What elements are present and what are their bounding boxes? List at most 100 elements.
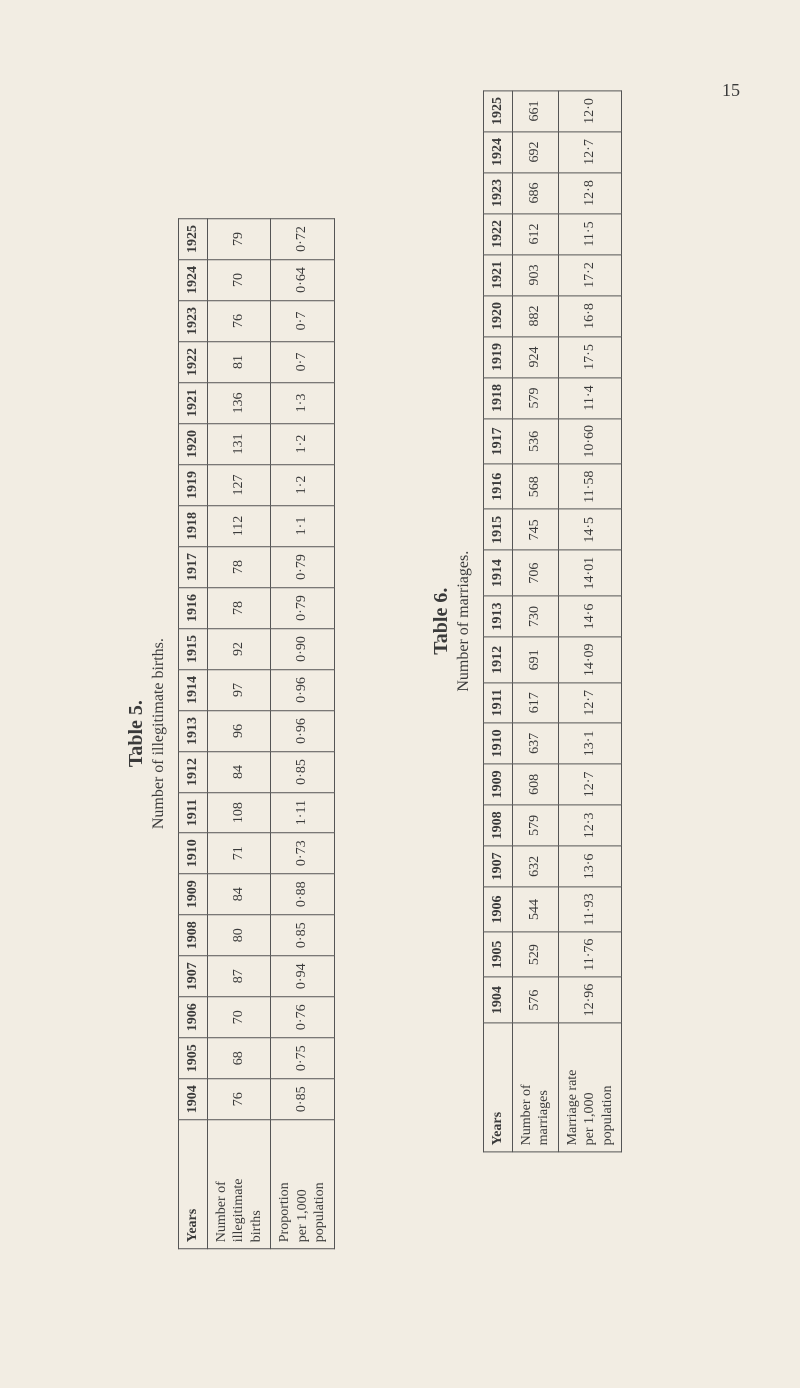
year-cell: 1913 [179,711,208,752]
data-cell: 96 [207,711,271,752]
year-cell: 1915 [179,629,208,670]
year-cell: 1908 [484,805,513,846]
data-cell: 0·94 [271,956,335,997]
year-cell: 1917 [484,419,513,465]
data-cell: 78 [207,588,271,629]
data-cell: 12·8 [558,173,622,214]
table-6-subtitle: Number of marriages. [455,90,473,1152]
year-cell: 1923 [484,173,513,214]
data-cell: 882 [512,296,558,337]
year-cell: 1911 [484,683,513,723]
data-cell: 0·85 [271,1079,335,1120]
data-cell: 11·4 [558,378,622,419]
data-cell: 0·88 [271,874,335,915]
data-cell: 11·76 [558,932,622,977]
data-cell: 13·6 [558,846,622,887]
year-cell: 1915 [484,509,513,550]
data-cell: 13·1 [558,723,622,764]
data-cell: 692 [512,132,558,173]
year-cell: 1909 [179,874,208,915]
data-cell: 617 [512,683,558,723]
data-cell: 11·5 [558,214,622,255]
data-cell: 71 [207,833,271,874]
data-cell: 0·64 [271,260,335,301]
data-cell: 12·96 [558,977,622,1023]
data-cell: 579 [512,805,558,846]
data-cell: 0·96 [271,711,335,752]
data-cell: 92 [207,629,271,670]
year-cell: 1914 [484,550,513,596]
data-cell: 0·76 [271,997,335,1038]
data-cell: 76 [207,301,271,342]
table-6-title: Table 6. [430,90,453,1152]
data-cell: 544 [512,887,558,932]
data-cell: 903 [512,255,558,296]
data-cell: 76 [207,1079,271,1120]
data-cell: 706 [512,550,558,596]
year-cell: 1912 [179,752,208,793]
data-cell: 0·79 [271,547,335,588]
data-cell: 661 [512,91,558,132]
data-cell: 17·5 [558,337,622,378]
year-cell: 1916 [179,588,208,629]
data-cell: 0·90 [271,629,335,670]
data-cell: 529 [512,932,558,977]
data-cell: 81 [207,342,271,383]
year-cell: 1904 [484,977,513,1023]
data-cell: 136 [207,383,271,424]
data-cell: 14·09 [558,637,622,683]
table-5-wrapper: Table 5. Number of illegitimate births. … [125,218,335,1249]
year-cell: 1910 [179,833,208,874]
year-cell: 1909 [484,764,513,805]
data-cell: 12·0 [558,91,622,132]
row-label: Number ofillegitimatebirths [207,1120,271,1249]
year-cell: 1911 [179,793,208,833]
data-cell: 568 [512,464,558,509]
data-cell: 10·60 [558,419,622,465]
year-cell: 1913 [484,596,513,637]
data-cell: 0·96 [271,670,335,711]
year-cell: 1914 [179,670,208,711]
data-cell: 11·58 [558,464,622,509]
year-cell: 1919 [179,465,208,506]
data-cell: 112 [207,506,271,547]
data-cell: 16·8 [558,296,622,337]
data-cell: 78 [207,547,271,588]
year-cell: 1921 [484,255,513,296]
data-cell: 637 [512,723,558,764]
data-cell: 12·7 [558,683,622,723]
data-cell: 97 [207,670,271,711]
year-cell: 1905 [179,1038,208,1079]
data-cell: 84 [207,874,271,915]
data-cell: 632 [512,846,558,887]
data-cell: 80 [207,915,271,956]
page-number: 15 [722,80,740,101]
year-cell: 1917 [179,547,208,588]
data-cell: 0·85 [271,752,335,793]
data-cell: 579 [512,378,558,419]
table-6: Years19041905190619071908190919101911191… [483,90,622,1152]
year-cell: 1924 [179,260,208,301]
data-cell: 12·7 [558,764,622,805]
row-label: Marriage rateper 1,000population [558,1023,622,1152]
data-cell: 612 [512,214,558,255]
year-cell: 1912 [484,637,513,683]
year-cell: 1910 [484,723,513,764]
data-cell: 608 [512,764,558,805]
row-label: Proportionper 1,000population [271,1120,335,1249]
table-5-title: Table 5. [125,218,148,1249]
data-cell: 70 [207,260,271,301]
data-cell: 0·7 [271,301,335,342]
data-cell: 84 [207,752,271,793]
data-cell: 924 [512,337,558,378]
year-cell: 1907 [484,846,513,887]
data-cell: 68 [207,1038,271,1079]
data-cell: 0·75 [271,1038,335,1079]
data-cell: 131 [207,424,271,465]
year-cell: 1907 [179,956,208,997]
data-cell: 108 [207,793,271,833]
data-cell: 12·3 [558,805,622,846]
data-cell: 79 [207,219,271,260]
year-cell: 1921 [179,383,208,424]
data-cell: 0·7 [271,342,335,383]
